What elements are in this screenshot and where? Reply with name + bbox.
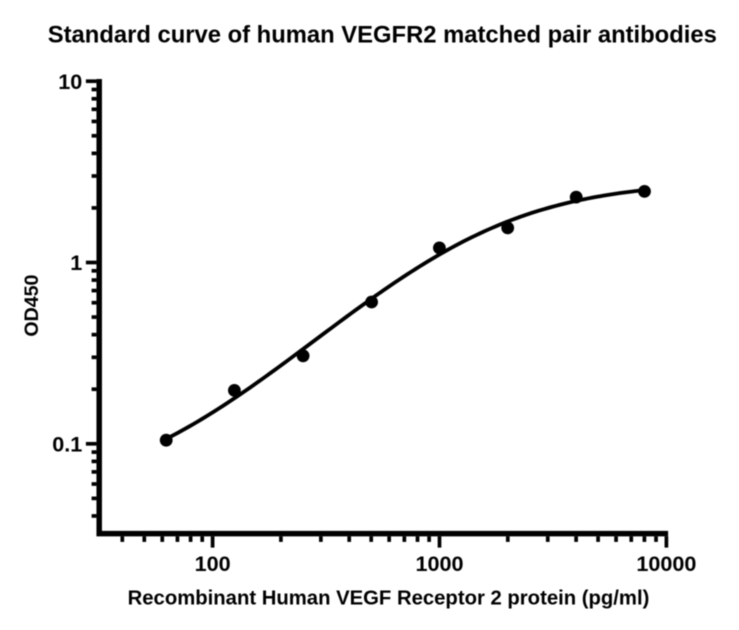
svg-text:OD450: OD450 [21,274,43,336]
svg-text:0.1: 0.1 [52,431,82,456]
svg-text:1000: 1000 [415,551,463,576]
svg-text:Standard curve of human VEGFR2: Standard curve of human VEGFR2 matched p… [48,22,717,49]
svg-text:Recombinant Human VEGF Recepto: Recombinant Human VEGF Receptor 2 protei… [128,588,650,610]
svg-text:10000: 10000 [636,551,696,576]
svg-text:100: 100 [195,551,231,576]
svg-text:1: 1 [70,250,82,275]
svg-text:10: 10 [58,69,82,94]
